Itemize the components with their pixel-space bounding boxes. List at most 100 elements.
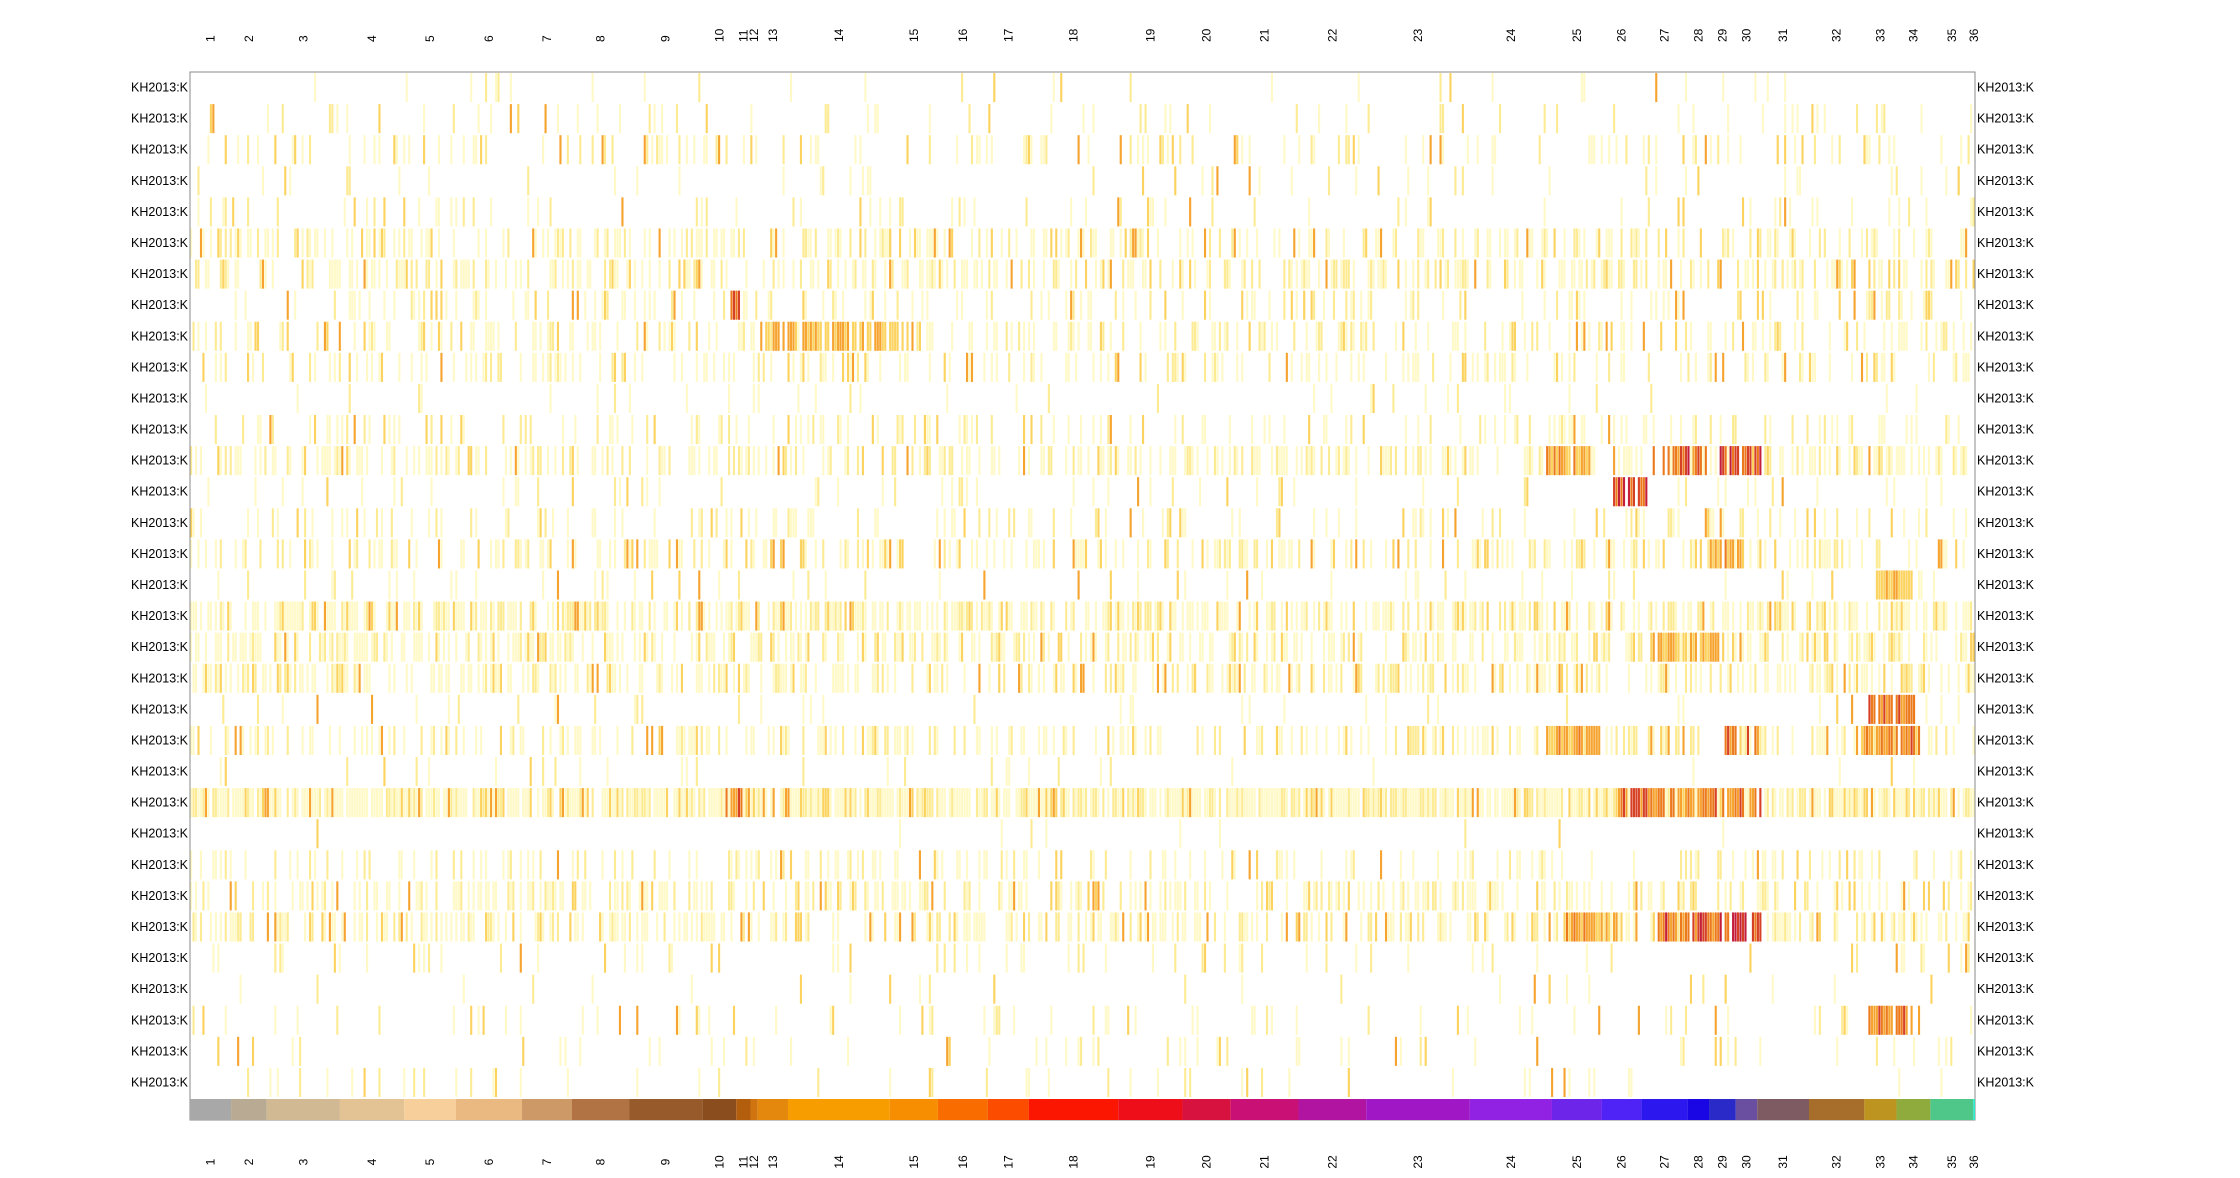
heatmap-cell [621,632,624,662]
heatmap-cell [234,539,237,569]
heatmap-cell [849,166,852,196]
heatmap-cell [1635,228,1638,258]
heatmap-cell [1067,321,1070,351]
heatmap-cell [1313,601,1316,631]
heatmap-cell [318,632,322,662]
heatmap-cell [1947,415,1950,445]
heatmap-cell [472,601,475,631]
heatmap-cell [373,881,376,911]
heatmap-cell [894,663,897,693]
heatmap-cell [633,694,636,724]
heatmap-cell [1340,259,1343,289]
heatmap-cell [628,383,631,413]
heatmap-cell [1932,570,1935,600]
heatmap-cell [1707,788,1710,818]
heatmap-cell [1484,352,1487,382]
heatmap-cell [958,539,961,569]
heatmap-cell [1424,259,1427,289]
heatmap-cell [978,508,981,538]
heatmap-cell [361,446,364,476]
heatmap-cell [209,228,212,258]
heatmap-cell [1677,290,1680,320]
heatmap-cell [227,601,230,631]
heatmap-cell [556,694,560,724]
heatmap-cell [842,290,845,320]
heatmap-cell [708,321,711,351]
heatmap-cell [1970,663,1973,693]
heatmap-cell [978,788,981,818]
heatmap-cell [1526,788,1529,818]
heatmap-cell [777,663,780,693]
heatmap-cell [1474,228,1477,258]
heatmap-cell [1801,632,1804,662]
heatmap-cell [1253,197,1256,227]
heatmap-cell [1508,850,1512,880]
heatmap-cell [978,725,981,755]
heatmap-cell [370,352,374,382]
heatmap-cell [1729,663,1732,693]
heatmap-cell [1412,290,1415,320]
heatmap-cell [1414,725,1417,755]
heatmap-cell [762,788,765,818]
heatmap-cell [1732,228,1735,258]
heatmap-cell [1836,415,1839,445]
heatmap-cell [782,166,785,196]
heatmap-cell [1484,725,1487,755]
heatmap-cell [782,601,785,631]
heatmap-cell [430,446,433,476]
heatmap-cell [742,290,745,320]
heatmap-cell [993,321,996,351]
heatmap-cell [261,166,265,196]
heatmap-cell [1620,477,1623,507]
heatmap-cell [338,725,341,755]
heatmap-cell [1203,601,1207,631]
heatmap-cell [1313,539,1316,569]
heatmap-cell [985,290,988,320]
heatmap-cell [1640,632,1643,662]
heatmap-cell [921,632,924,662]
heatmap-cell [975,415,979,445]
heatmap-cell [1236,135,1239,165]
heatmap-cell [1868,135,1871,165]
heatmap-cell [626,477,629,507]
heatmap-cell [685,383,688,413]
heatmap-cell [239,632,242,662]
heatmap-cell [936,632,939,662]
heatmap-cell [1025,601,1028,631]
heatmap-cell [549,725,552,755]
heatmap-cell [1456,725,1459,755]
heatmap-cell [306,663,309,693]
heatmap-cell [715,788,718,818]
heatmap-cell [1682,539,1685,569]
heatmap-cell [428,508,431,538]
heatmap-cell [194,601,198,631]
heatmap-cell [1268,601,1271,631]
heatmap-cell [941,663,944,693]
heatmap-cell [1667,725,1670,755]
heatmap-cell [1432,788,1435,818]
heatmap-cell [571,259,574,289]
heatmap-cell [933,850,936,880]
heatmap-cell [497,788,500,818]
heatmap-cell [1295,259,1298,289]
heatmap-cell [1258,788,1261,818]
heatmap-cell [509,663,512,693]
heatmap-cell [1531,321,1534,351]
heatmap-cell [1608,632,1611,662]
heatmap-cell [1903,259,1906,289]
heatmap-cell [1320,446,1323,476]
heatmap-cell [896,725,899,755]
heatmap-cell [1848,446,1851,476]
heatmap-cell [261,352,265,382]
heatmap-cell [789,508,793,538]
heatmap-cell [723,788,726,818]
heatmap-cell [1280,850,1283,880]
heatmap-cell [294,788,297,818]
heatmap-cell [1380,788,1383,818]
heatmap-cell [715,601,718,631]
heatmap-cell [430,850,433,880]
heatmap-cell [638,788,641,818]
heatmap-cell [616,725,619,755]
heatmap-cell [460,788,463,818]
heatmap-cell [1213,539,1217,569]
